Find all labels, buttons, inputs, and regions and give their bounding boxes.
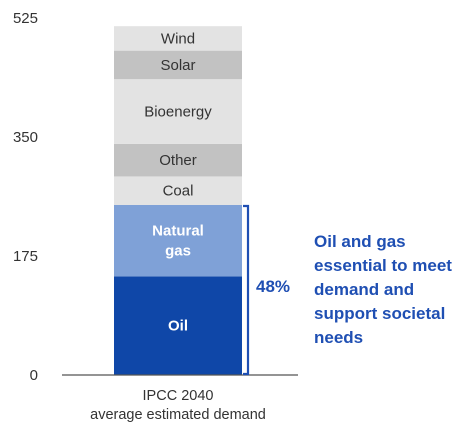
percent-label: 48% xyxy=(256,277,290,296)
y-axis-ticks: 0 175 350 525 xyxy=(13,10,38,384)
category-label: IPCC 2040 average estimated demand xyxy=(90,388,266,423)
segment-label-natural-gas: Natural gas xyxy=(152,223,204,260)
segment-label-solar: Solar xyxy=(160,57,195,74)
y-tick-label: 0 xyxy=(30,367,38,384)
annotation-label: Oil and gas essential to meet demand and su… xyxy=(314,232,452,347)
bar-segment-bioenergy xyxy=(114,79,242,144)
segment-label-other: Other xyxy=(159,152,197,169)
bar-segment-natural-gas xyxy=(114,205,242,277)
y-tick-label: 350 xyxy=(13,129,38,146)
segment-label-oil: Oil xyxy=(168,318,188,335)
y-tick-label: 175 xyxy=(13,248,38,265)
bar-segment-other xyxy=(114,143,242,177)
bracket-line xyxy=(243,204,250,376)
bar-segment-wind xyxy=(114,26,242,51)
oil-gas-bracket: 48% xyxy=(243,204,290,376)
segment-label-wind: Wind xyxy=(161,30,195,47)
bar-segment-oil xyxy=(114,276,242,375)
segment-label-bioenergy: Bioenergy xyxy=(144,104,212,121)
bar-stack: Oil Natural gas Coal Other Bioenergy Solar Wind xyxy=(114,26,242,375)
segment-label-coal: Coal xyxy=(163,183,194,200)
bar-segment-coal xyxy=(114,176,242,205)
x-axis-category-label: IPCC 2040 average estimated demand xyxy=(90,388,266,423)
annotation-text: Oil and gas essential to meet demand and su… xyxy=(314,232,452,347)
y-tick-label: 525 xyxy=(13,10,38,27)
bar-segment-solar xyxy=(114,50,242,80)
